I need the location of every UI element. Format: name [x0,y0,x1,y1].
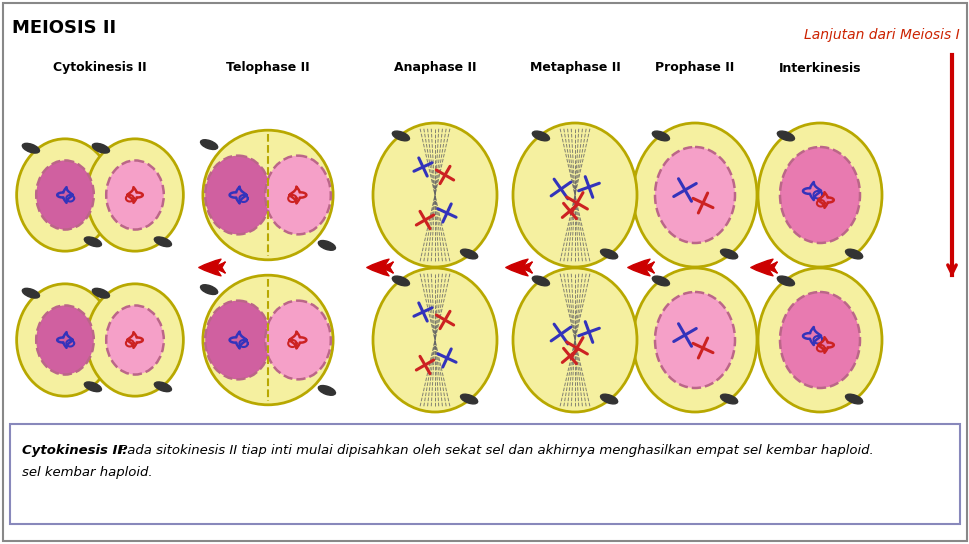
Ellipse shape [203,275,332,405]
Ellipse shape [460,394,477,404]
Ellipse shape [86,139,183,251]
Ellipse shape [265,301,330,379]
Ellipse shape [391,131,409,141]
Ellipse shape [845,249,861,259]
Ellipse shape [205,156,270,234]
Text: Pada sitokinesis II tiap inti mulai dipisahkan oleh sekat sel dan akhirnya mengh: Pada sitokinesis II tiap inti mulai dipi… [115,444,873,457]
Ellipse shape [106,305,164,375]
Ellipse shape [373,123,496,267]
Ellipse shape [776,276,794,286]
Ellipse shape [654,292,735,388]
Ellipse shape [22,143,40,153]
Ellipse shape [22,288,40,298]
Text: Anaphase II: Anaphase II [393,61,476,75]
Ellipse shape [205,301,270,379]
Ellipse shape [513,123,637,267]
Ellipse shape [16,284,113,396]
Text: Cytokinesis II:: Cytokinesis II: [22,444,127,457]
Ellipse shape [720,394,736,404]
Ellipse shape [84,237,102,246]
Ellipse shape [757,123,881,267]
Ellipse shape [532,276,548,286]
Ellipse shape [654,147,735,243]
Ellipse shape [203,130,332,260]
Ellipse shape [92,288,109,298]
Text: MEIOSIS II: MEIOSIS II [12,19,116,37]
Ellipse shape [779,292,860,388]
Ellipse shape [600,394,617,404]
Ellipse shape [16,139,113,251]
Ellipse shape [92,143,109,153]
Text: Telophase II: Telophase II [226,61,309,75]
Ellipse shape [36,305,94,375]
FancyBboxPatch shape [3,3,966,541]
Ellipse shape [86,284,183,396]
Ellipse shape [318,386,335,395]
Ellipse shape [633,123,756,267]
Ellipse shape [201,140,217,150]
Ellipse shape [757,268,881,412]
Ellipse shape [154,237,172,246]
Text: Lanjutan dari Meiosis I: Lanjutan dari Meiosis I [803,28,959,42]
Text: Cytokinesis II: Cytokinesis II [53,61,146,75]
Ellipse shape [720,249,736,259]
Text: sel kembar haploid.: sel kembar haploid. [22,466,152,479]
Ellipse shape [318,240,335,250]
Ellipse shape [373,268,496,412]
Text: Metaphase II: Metaphase II [529,61,620,75]
Ellipse shape [154,382,172,392]
Ellipse shape [652,131,669,141]
Ellipse shape [600,249,617,259]
Ellipse shape [265,156,330,234]
Ellipse shape [84,382,102,392]
FancyBboxPatch shape [10,424,959,524]
Ellipse shape [460,249,477,259]
Ellipse shape [513,268,637,412]
Ellipse shape [106,160,164,230]
Ellipse shape [201,285,217,294]
Ellipse shape [633,268,756,412]
Ellipse shape [779,147,860,243]
Ellipse shape [652,276,669,286]
Ellipse shape [532,131,548,141]
Ellipse shape [776,131,794,141]
Ellipse shape [36,160,94,230]
Ellipse shape [391,276,409,286]
Text: Interkinesis: Interkinesis [778,61,860,75]
Ellipse shape [845,394,861,404]
Text: Prophase II: Prophase II [655,61,734,75]
